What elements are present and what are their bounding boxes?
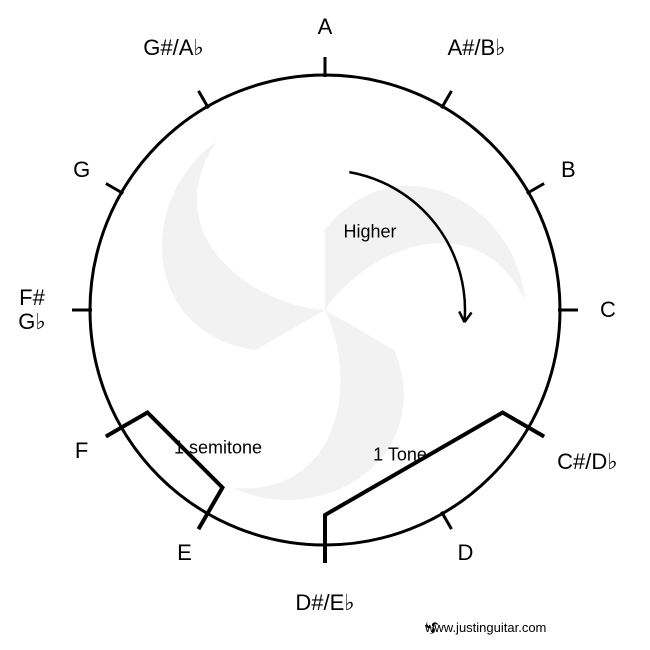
note-label-9: F#G♭ [18,286,46,334]
higher-label: Higher [343,222,396,243]
note-label-0: A [318,15,333,39]
note-label-10: G [73,157,90,181]
note-label-5: D [458,541,474,565]
note-label-8: F [75,438,88,462]
tone-label: 1 Tone [373,445,427,466]
note-label-7: E [177,541,192,565]
note-label-11: G#/A♭ [143,36,204,60]
note-label-3: C [600,298,616,322]
note-label-4: C#/D♭ [557,449,618,473]
note-label-1: A#/B♭ [447,36,505,60]
footer: www.justinguitar.com [425,620,546,635]
footer-text: www.justinguitar.com [425,620,546,635]
note-label-6: D#/E♭ [295,591,354,615]
swirl-icon [425,620,439,634]
note-circle-canvas: A A#/B♭ B C C#/D♭ D D#/E♭ E F F#G♭ G G#/A♭ Higher 1… [0,0,650,650]
note-circle-svg [0,0,650,650]
semitone-label: 1 semitone [174,438,262,459]
note-label-2: B [561,157,576,181]
